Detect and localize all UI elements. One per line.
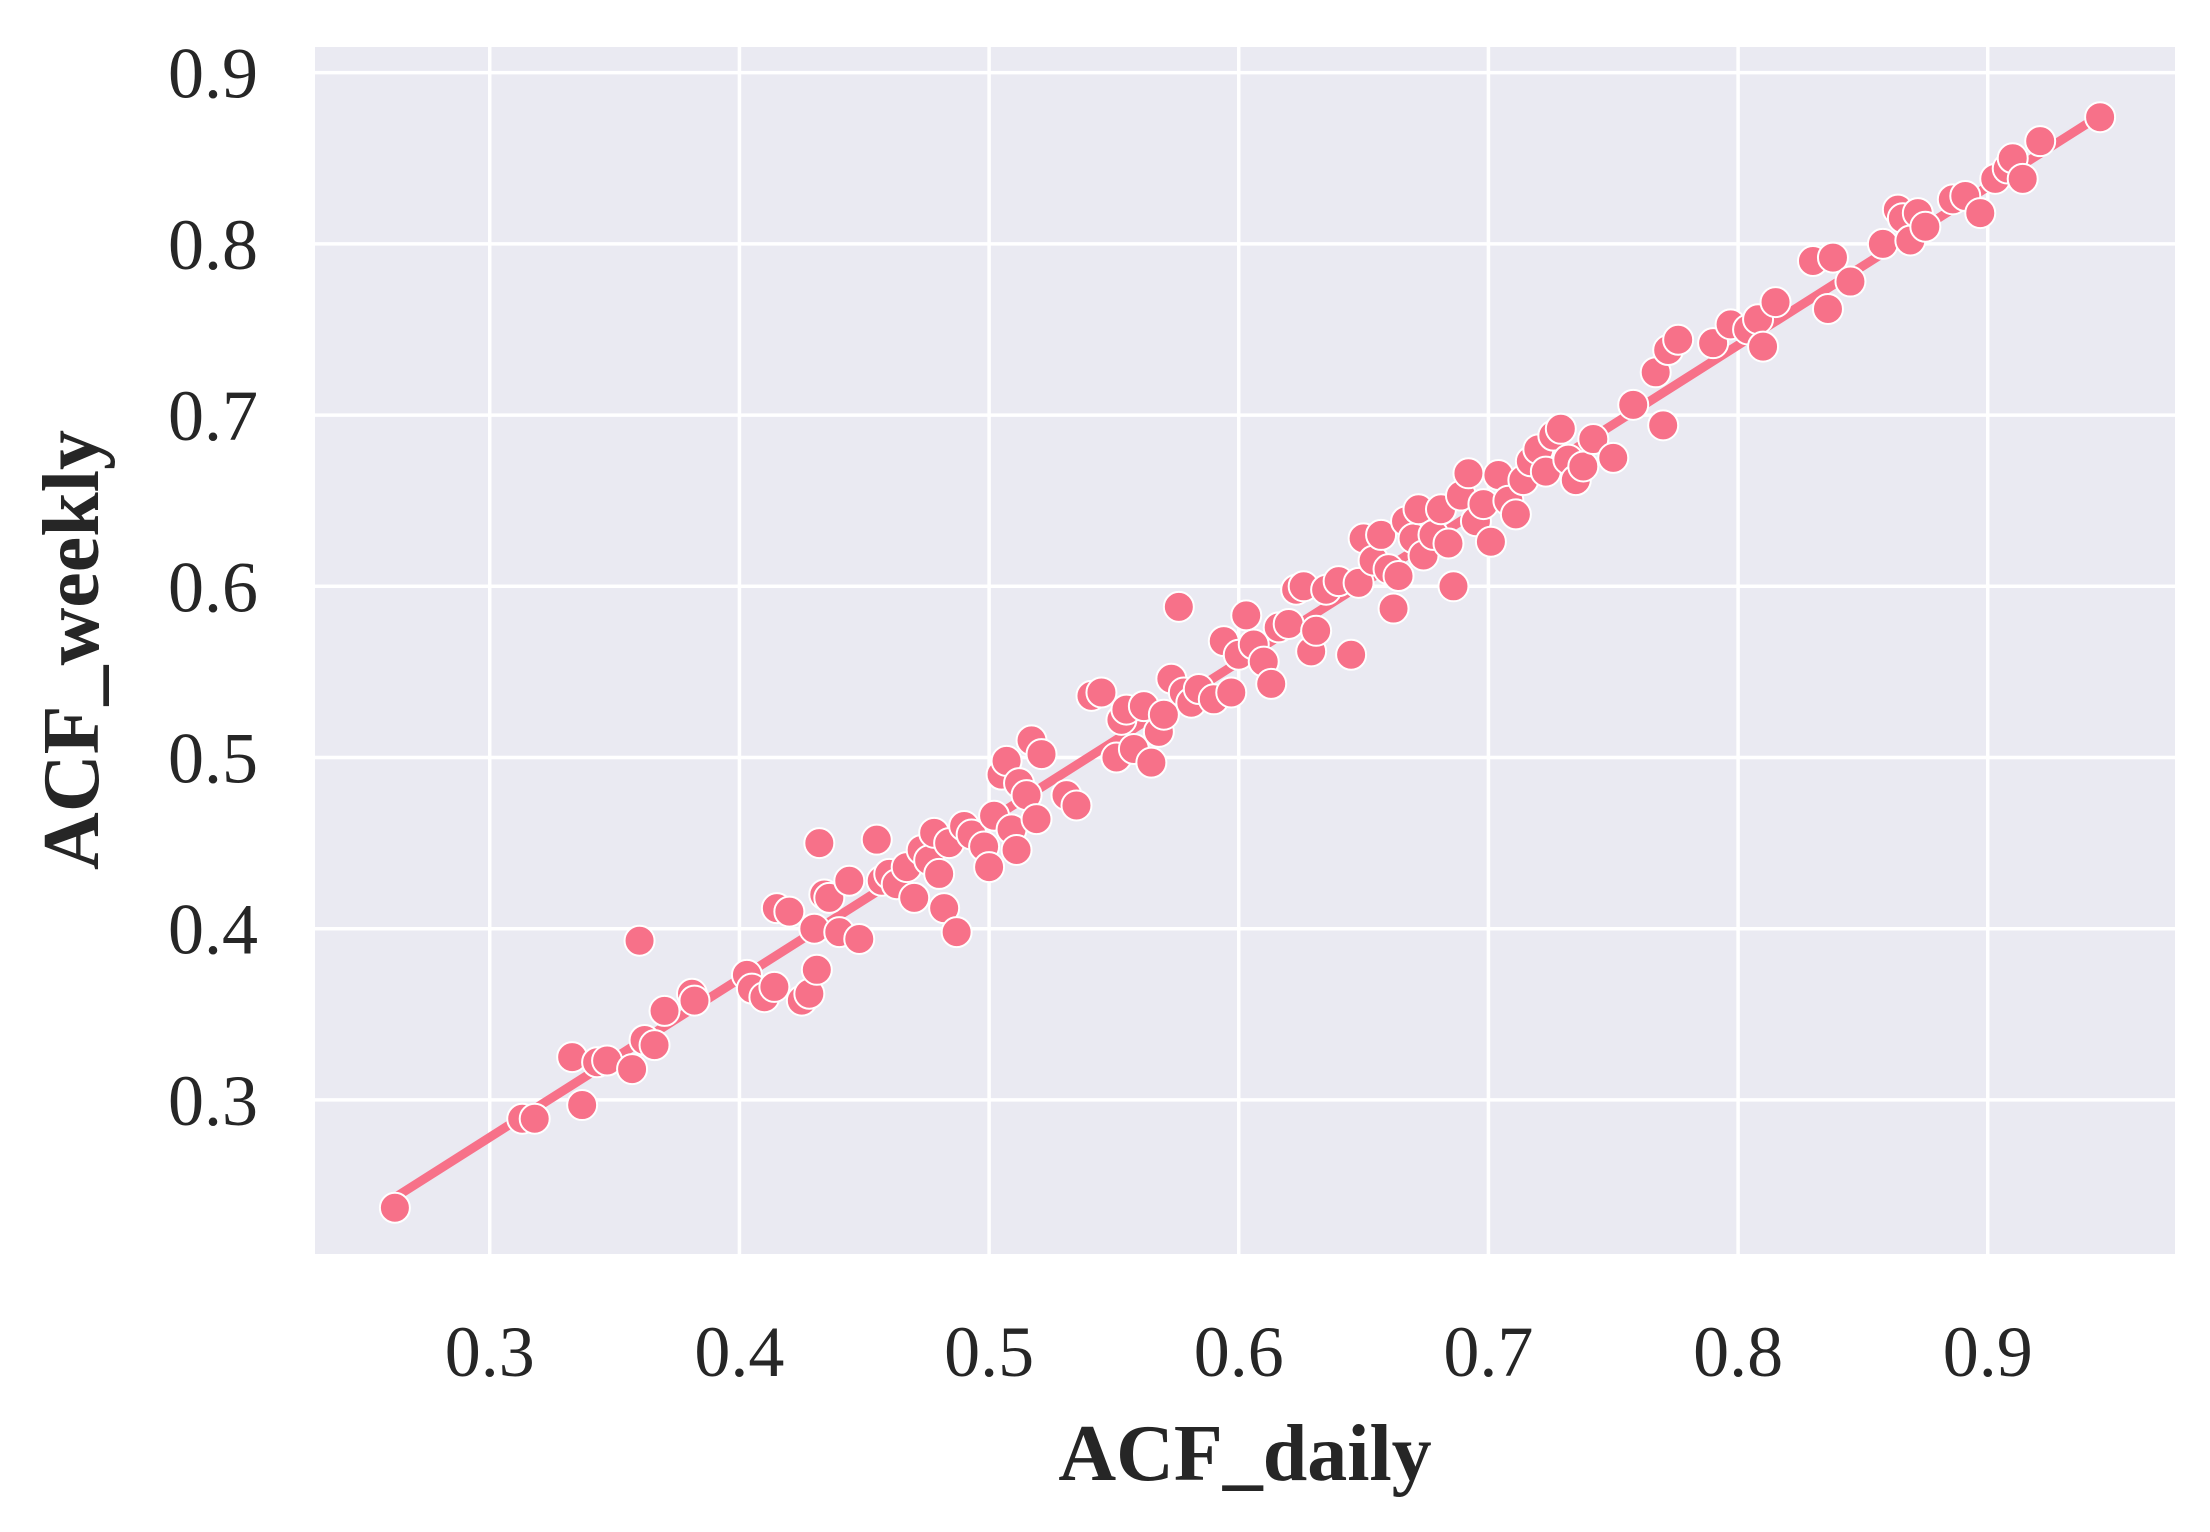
data-point xyxy=(1617,388,1650,421)
data-point xyxy=(1365,518,1398,551)
y-tick-label: 0.5 xyxy=(168,719,258,799)
data-point xyxy=(1020,803,1053,836)
data-point xyxy=(1162,590,1195,623)
data-point xyxy=(923,857,956,890)
data-point xyxy=(1866,227,1899,260)
y-tick-label: 0.9 xyxy=(168,34,258,114)
data-point xyxy=(898,881,931,914)
data-point xyxy=(1342,566,1375,599)
data-point xyxy=(1577,423,1610,456)
data-point xyxy=(1567,450,1600,483)
y-tick-label: 0.6 xyxy=(168,547,258,627)
data-point xyxy=(1025,738,1058,771)
data-point xyxy=(1147,698,1180,731)
data-point xyxy=(1215,676,1248,709)
data-point xyxy=(1647,409,1680,442)
data-point xyxy=(1474,525,1507,558)
x-tick-label: 0.6 xyxy=(1194,1312,1284,1392)
data-point xyxy=(1834,265,1867,298)
data-point xyxy=(860,823,893,856)
y-tick-label: 0.7 xyxy=(168,376,258,456)
data-point xyxy=(1759,286,1792,319)
data-point xyxy=(1811,292,1844,325)
data-point xyxy=(1964,197,1997,230)
data-point xyxy=(1382,560,1415,593)
data-points xyxy=(378,101,2117,1224)
data-point xyxy=(2006,162,2039,195)
data-point xyxy=(1000,833,1033,866)
data-point xyxy=(800,953,833,986)
data-point xyxy=(1499,498,1532,531)
data-point xyxy=(638,1029,671,1062)
data-point xyxy=(518,1102,551,1135)
data-point xyxy=(2084,101,2117,134)
data-point xyxy=(773,895,806,928)
data-point xyxy=(1437,570,1470,603)
data-point xyxy=(648,994,681,1027)
data-point xyxy=(1335,638,1368,671)
data-point xyxy=(623,924,656,957)
data-point xyxy=(678,984,711,1017)
data-point xyxy=(1085,676,1118,709)
data-point xyxy=(566,1089,599,1122)
data-point xyxy=(1272,607,1305,640)
data-point xyxy=(1255,667,1288,700)
data-point xyxy=(378,1191,411,1224)
data-point xyxy=(1909,210,1942,243)
x-tick-label: 0.4 xyxy=(694,1312,784,1392)
data-point xyxy=(1230,599,1263,632)
data-point xyxy=(833,864,866,897)
y-tick-label: 0.8 xyxy=(168,205,258,285)
data-point xyxy=(1544,412,1577,445)
y-tick-label: 0.3 xyxy=(168,1061,258,1141)
y-axis-label: ACF_weekly xyxy=(28,430,116,870)
data-point xyxy=(616,1053,649,1086)
data-point xyxy=(1597,441,1630,474)
data-point xyxy=(1377,592,1410,625)
x-tick-label: 0.9 xyxy=(1943,1312,2033,1392)
data-point xyxy=(1662,323,1695,356)
data-point xyxy=(940,916,973,949)
data-point xyxy=(973,851,1006,884)
data-point xyxy=(2024,125,2057,158)
x-tick-labels: 0.3 0.4 0.5 0.6 0.7 0.8 0.9 xyxy=(445,1312,2033,1392)
x-axis-label: ACF_daily xyxy=(1058,1410,1431,1498)
y-tick-labels: 0.3 0.4 0.5 0.6 0.7 0.8 0.9 xyxy=(168,34,258,1141)
data-point xyxy=(1747,330,1780,363)
data-point xyxy=(1452,457,1485,490)
data-point xyxy=(1135,746,1168,779)
data-point xyxy=(1432,527,1465,560)
data-point xyxy=(758,970,791,1003)
data-point xyxy=(843,922,876,955)
x-tick-label: 0.8 xyxy=(1693,1312,1783,1392)
grid-lines xyxy=(315,47,2175,1254)
data-point xyxy=(803,827,836,860)
data-point xyxy=(1060,789,1093,822)
x-tick-label: 0.3 xyxy=(445,1312,535,1392)
data-point xyxy=(1300,614,1333,647)
data-point xyxy=(1816,241,1849,274)
x-tick-label: 0.7 xyxy=(1443,1312,1533,1392)
x-tick-label: 0.5 xyxy=(944,1312,1034,1392)
y-tick-label: 0.4 xyxy=(168,890,258,970)
